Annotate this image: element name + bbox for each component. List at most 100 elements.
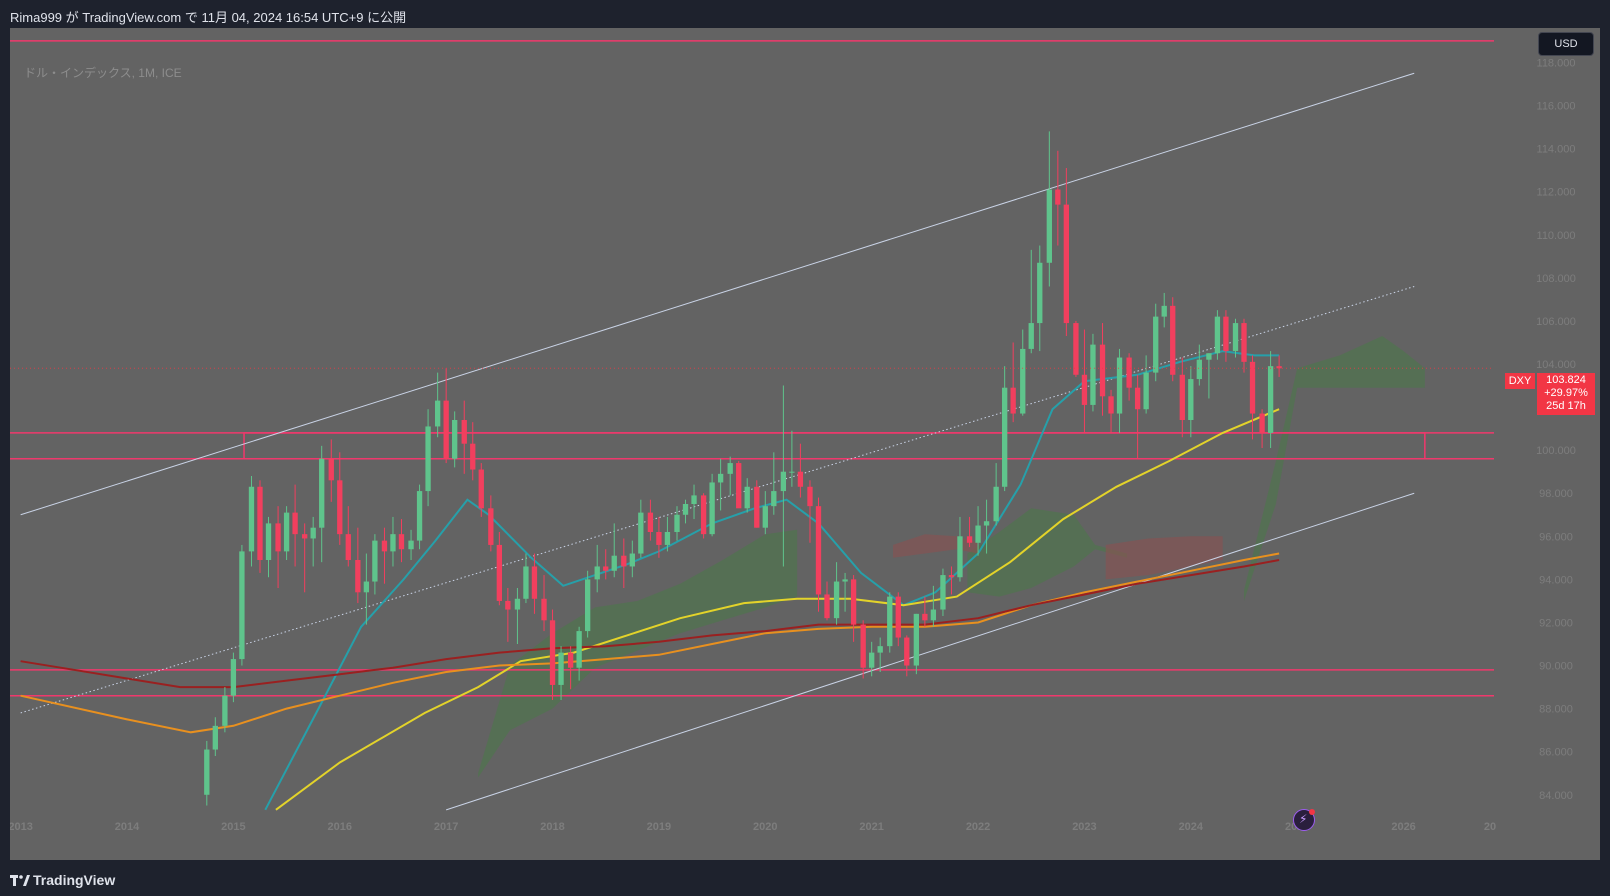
candle xyxy=(1206,353,1212,399)
candle xyxy=(239,544,245,666)
candle-body xyxy=(717,473,724,483)
candle-body xyxy=(1161,305,1167,317)
ichimoku-cloud xyxy=(478,336,1425,778)
candle-body xyxy=(674,514,680,532)
candle-body xyxy=(425,426,431,492)
candle-body xyxy=(948,575,955,578)
time-tick-label: 2020 xyxy=(753,821,777,833)
chart-area[interactable]: 84.000 86.000 88.000 90.000 92.000 94.000 96.0… xyxy=(10,28,1600,860)
candle xyxy=(1153,303,1159,382)
candle xyxy=(922,596,928,627)
candle xyxy=(488,495,494,552)
candle-body xyxy=(824,594,830,619)
candle-body xyxy=(470,443,476,470)
candle xyxy=(310,516,316,567)
candle xyxy=(842,572,848,612)
time-tick-label: 2016 xyxy=(328,821,352,833)
candle-body xyxy=(302,534,308,539)
notification-dot-icon xyxy=(1309,809,1315,815)
time-tick-label: 2021 xyxy=(859,821,883,833)
candle xyxy=(1143,355,1149,414)
candle xyxy=(948,566,955,595)
candle xyxy=(372,534,378,595)
candle xyxy=(771,452,777,515)
candle xyxy=(1108,389,1114,433)
candle xyxy=(292,484,298,567)
candle xyxy=(1010,342,1016,423)
candle xyxy=(966,516,973,548)
candle-body xyxy=(815,506,822,595)
candle-body xyxy=(789,471,795,473)
price-tick-label: 88.000 xyxy=(1539,704,1573,716)
support-zone-rect xyxy=(243,432,1426,460)
candle xyxy=(1170,297,1176,382)
candle-body xyxy=(345,534,351,560)
candle-body xyxy=(531,566,538,599)
candle xyxy=(611,523,617,578)
candle xyxy=(275,506,281,588)
price-tick-label: 84.000 xyxy=(1539,790,1573,802)
candle xyxy=(1241,318,1247,373)
candle xyxy=(815,497,822,612)
candle-body xyxy=(257,486,263,560)
last-price-change: +29.97% xyxy=(1544,387,1588,399)
candle-body xyxy=(940,575,946,610)
candle-body xyxy=(1267,366,1274,433)
time-tick-label: 2024 xyxy=(1179,821,1204,833)
candle xyxy=(1196,344,1202,386)
trend-channel xyxy=(20,72,1415,811)
candle-body xyxy=(549,620,556,685)
candle xyxy=(1099,323,1106,416)
candle xyxy=(345,506,351,567)
candle xyxy=(930,585,937,627)
price-chart[interactable]: 84.000 86.000 88.000 90.000 92.000 94.000 96.0… xyxy=(10,28,1600,860)
candle xyxy=(461,400,467,474)
candle-body xyxy=(523,566,529,599)
candle-body xyxy=(1090,344,1096,405)
alert-bolt-button[interactable]: ⚡ xyxy=(1293,809,1315,831)
candle xyxy=(603,549,609,580)
candle-body xyxy=(408,540,414,550)
moving-averages xyxy=(20,350,1280,811)
moving-average-1 xyxy=(275,408,1280,811)
candles xyxy=(204,131,1282,806)
price-tick-label: 92.000 xyxy=(1539,617,1573,629)
candle-body xyxy=(222,695,228,726)
candle xyxy=(656,516,662,558)
candle-body xyxy=(310,527,316,539)
candle-body xyxy=(682,504,689,515)
candle xyxy=(549,609,556,700)
candle xyxy=(762,491,768,535)
candle-body xyxy=(966,536,973,543)
candle-body xyxy=(1010,387,1016,414)
candle-body xyxy=(576,631,582,668)
price-tick-label: 114.000 xyxy=(1537,144,1576,156)
currency-button[interactable]: USD xyxy=(1538,32,1594,56)
candle xyxy=(452,411,458,468)
candle xyxy=(576,626,582,681)
candle-body xyxy=(1099,344,1106,397)
candle xyxy=(355,527,361,604)
candle xyxy=(381,527,388,584)
candle-body xyxy=(869,652,875,668)
candle-body xyxy=(1276,366,1282,369)
candle xyxy=(541,575,547,632)
candle xyxy=(1001,366,1008,492)
candle xyxy=(222,687,228,733)
candle-body xyxy=(567,652,574,668)
candle-body xyxy=(1108,396,1114,414)
candle-body xyxy=(887,596,893,647)
candle xyxy=(212,717,218,756)
candle xyxy=(629,540,635,578)
candle-body xyxy=(541,598,547,621)
candle-body xyxy=(496,544,503,601)
candle-body xyxy=(1046,189,1052,263)
candle-body xyxy=(664,532,671,545)
candle xyxy=(230,652,237,703)
time-tick-label: 2014 xyxy=(115,821,140,833)
candle-body xyxy=(319,458,325,528)
candle xyxy=(478,463,484,517)
candle-body xyxy=(983,521,990,526)
candle-body xyxy=(283,512,290,552)
candle-body xyxy=(1259,413,1265,433)
